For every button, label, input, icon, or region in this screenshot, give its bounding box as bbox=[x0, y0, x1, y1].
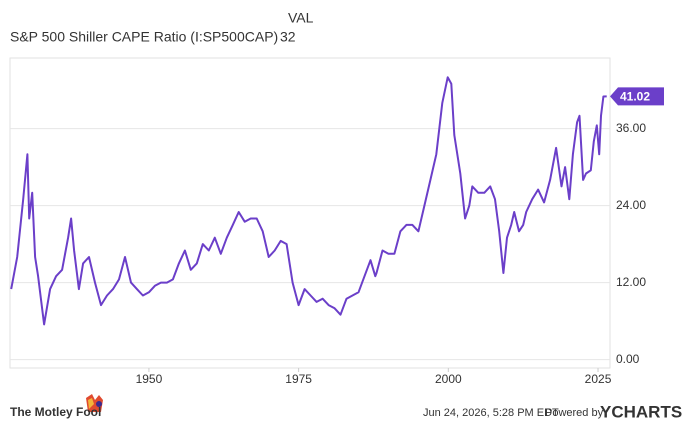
data-line bbox=[10, 76, 607, 326]
x-tick-label: 2025 bbox=[585, 372, 612, 386]
powered-by: Powered by bbox=[545, 407, 604, 419]
plot-frame bbox=[9, 57, 611, 369]
x-tick-label: 2000 bbox=[435, 372, 462, 386]
timestamp: Jun 24, 2026, 5:28 PM EDT bbox=[423, 407, 559, 419]
y-tick-label: 36.00 bbox=[616, 121, 646, 135]
provider: YCHARTS bbox=[600, 402, 682, 421]
series-title: S&P 500 Shiller CAPE Ratio (I:SP500CAP) bbox=[10, 29, 278, 45]
y-tick-label: 24.00 bbox=[616, 198, 646, 212]
x-tick-label: 1975 bbox=[285, 372, 312, 386]
motley-fool-logo bbox=[86, 394, 103, 412]
y-tick-label: 12.00 bbox=[616, 275, 646, 289]
brand: The Motley Fool bbox=[10, 405, 101, 419]
y-tick-label: 0.00 bbox=[616, 352, 640, 366]
current-value: 32 bbox=[280, 29, 296, 45]
value-header: VAL bbox=[288, 10, 314, 26]
last-value-label: 41.02 bbox=[620, 90, 650, 104]
x-tick-label: 1950 bbox=[136, 372, 163, 386]
last-value-flag bbox=[610, 87, 664, 106]
